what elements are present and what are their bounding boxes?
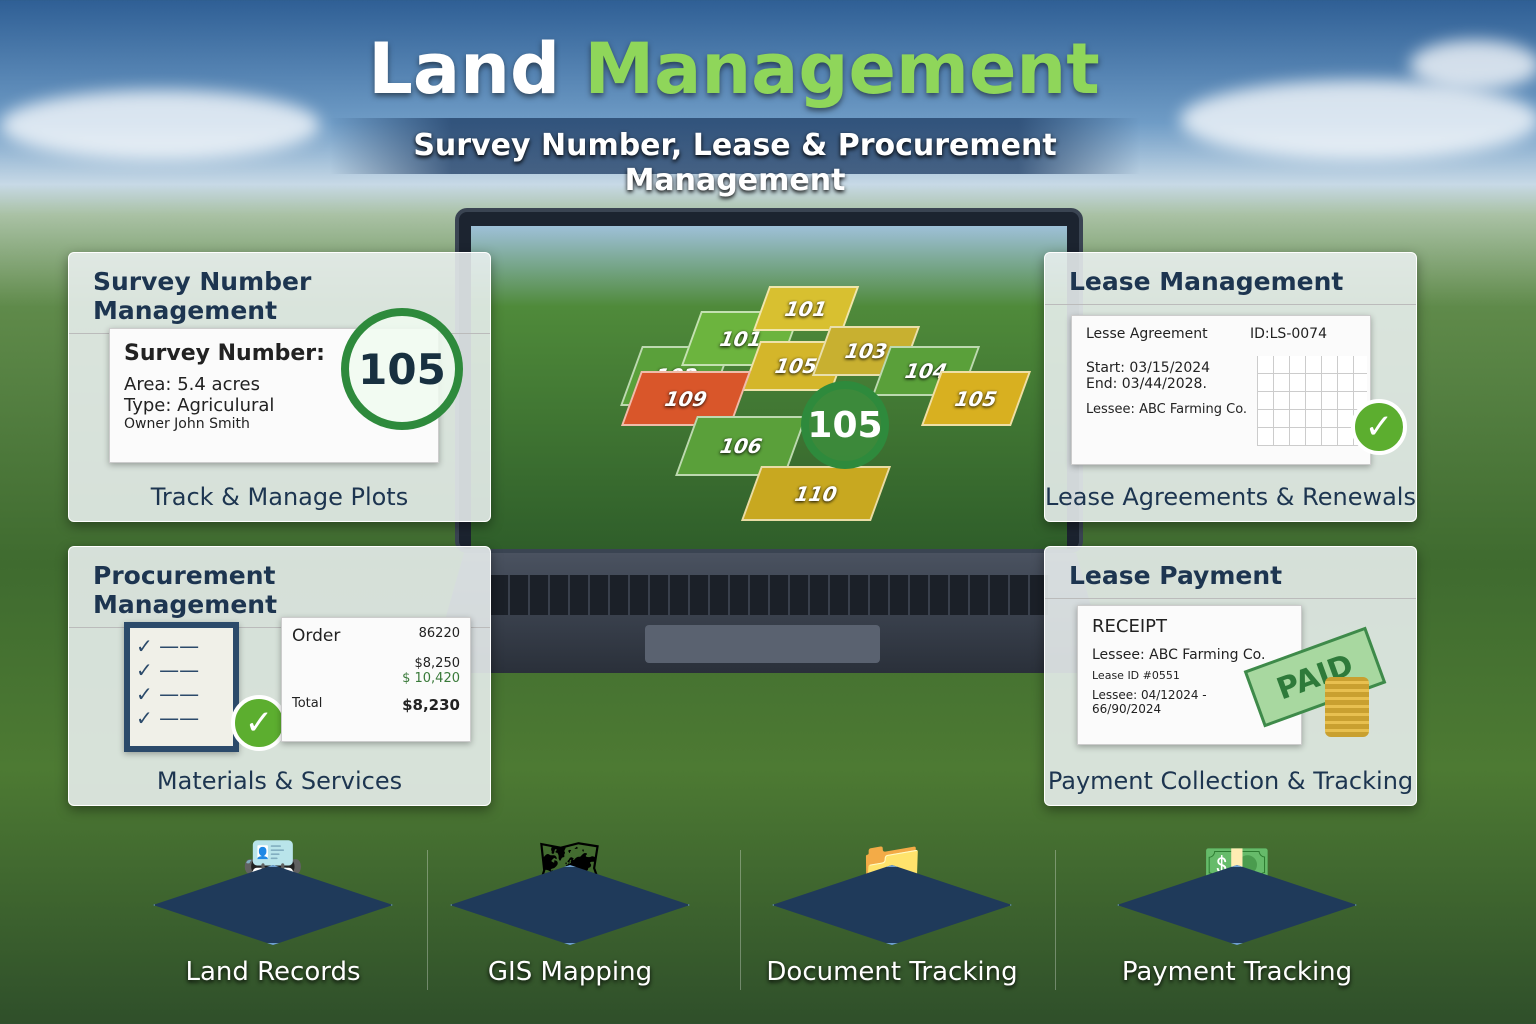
checkmark-icon: ✓ <box>231 695 287 751</box>
order-document: Order 86220 $8,250 $ 10,420 Total $8,230 <box>281 617 471 742</box>
subtitle: Survey Number, Lease & Procurement Manag… <box>413 128 1057 198</box>
platform <box>1117 865 1357 945</box>
total-label: Total <box>292 696 323 711</box>
cloud <box>1410 40 1536 90</box>
survey-number-card[interactable]: Survey Number Management Survey Number: … <box>68 252 491 522</box>
feature-label: GIS Mapping <box>487 957 653 987</box>
laptop: 102 101 101 105 103 104 105 109 106 110 … <box>455 208 1083 553</box>
lease-id: Lease ID #0551 <box>1092 669 1180 682</box>
card-title: Lease Management <box>1045 253 1416 305</box>
procurement-card[interactable]: Procurement Management ✓ —— ✓ —— ✓ —— ✓ —— … <box>68 546 491 806</box>
cloud <box>0 90 320 160</box>
plot[interactable]: 110 <box>740 466 892 521</box>
feature-label: Land Records <box>185 957 361 987</box>
start-date: Start: 03/15/2024 <box>1086 360 1211 376</box>
line-item-amount: $8,250 <box>414 656 461 671</box>
payment-period: 66/90/2024 <box>1092 702 1162 716</box>
checkmark-icon: ✓ <box>1351 399 1407 455</box>
payment-period: Lessee: 04/12024 - <box>1092 688 1207 702</box>
lease-document: Lesse Agreement ID:LS-0074 Start: 03/15/… <box>1071 315 1371 465</box>
feature-payment-tracking[interactable]: 💵 Payment Tracking <box>1107 835 1367 987</box>
card-footer: Track & Manage Plots <box>150 483 409 511</box>
card-footer: Materials & Services <box>156 767 403 795</box>
clipboard-checklist-icon: ✓ —— ✓ —— ✓ —— ✓ —— <box>124 622 239 752</box>
divider <box>427 850 428 990</box>
feature-document-tracking[interactable]: 📁 Document Tracking <box>762 835 1022 987</box>
card-footer: Lease Agreements & Renewals <box>1045 483 1416 511</box>
type: Type: Agriculural <box>124 395 275 416</box>
cloud <box>1180 80 1536 160</box>
survey-number-label: Survey Number: <box>124 341 325 366</box>
order-number: 86220 <box>418 626 460 641</box>
divider <box>1055 850 1056 990</box>
card-title: Lease Payment <box>1045 547 1416 599</box>
card-footer: Payment Collection & Tracking <box>1047 767 1414 795</box>
lease-management-card[interactable]: Lease Management Lesse Agreement ID:LS-0… <box>1044 252 1417 522</box>
feature-gis-mapping[interactable]: 🗺 GIS Mapping <box>440 835 700 987</box>
page-title: Land Management <box>368 28 1100 110</box>
map-screen: 102 101 101 105 103 104 105 109 106 110 … <box>471 226 1067 549</box>
magnifier-icon: 105 <box>801 381 889 469</box>
receipt-title: RECEIPT <box>1092 616 1167 637</box>
feature-label: Document Tracking <box>766 957 1018 987</box>
lease-id: ID:LS-0074 <box>1250 326 1327 342</box>
order-label: Order <box>292 626 341 646</box>
feature-land-records[interactable]: 📇 Land Records <box>143 835 403 987</box>
calendar-icon <box>1257 356 1367 446</box>
area: Area: 5.4 acres <box>124 374 260 395</box>
doc-title: Lesse Agreement <box>1086 326 1208 342</box>
card-title: Survey Number Management <box>69 253 490 334</box>
divider <box>740 850 741 990</box>
platform <box>772 865 1012 945</box>
subtitle-banner <box>330 118 1140 174</box>
platform <box>450 865 690 945</box>
card-title: Procurement Management <box>69 547 490 628</box>
lease-payment-card[interactable]: Lease Payment RECEIPT Lessee: ABC Farmin… <box>1044 546 1417 806</box>
end-date: End: 03/44/2028. <box>1086 376 1207 392</box>
trackpad <box>645 625 880 663</box>
plot[interactable]: 101 <box>752 286 860 331</box>
magnifier-icon: 105 <box>341 308 463 430</box>
coins-icon <box>1325 677 1369 737</box>
owner-label: Owner <box>124 416 170 432</box>
feature-label: Payment Tracking <box>1121 957 1353 987</box>
total-amount: $8,230 <box>402 696 460 714</box>
lessee: Lessee: ABC Farming Co. <box>1092 647 1266 663</box>
platform <box>153 865 393 945</box>
plot[interactable]: 105 <box>920 371 1032 426</box>
owner: John Smith <box>174 416 250 432</box>
line-item-amount: $ 10,420 <box>402 671 460 686</box>
lessee: Lessee: ABC Farming Co. <box>1086 402 1248 417</box>
keyboard <box>490 575 1050 615</box>
